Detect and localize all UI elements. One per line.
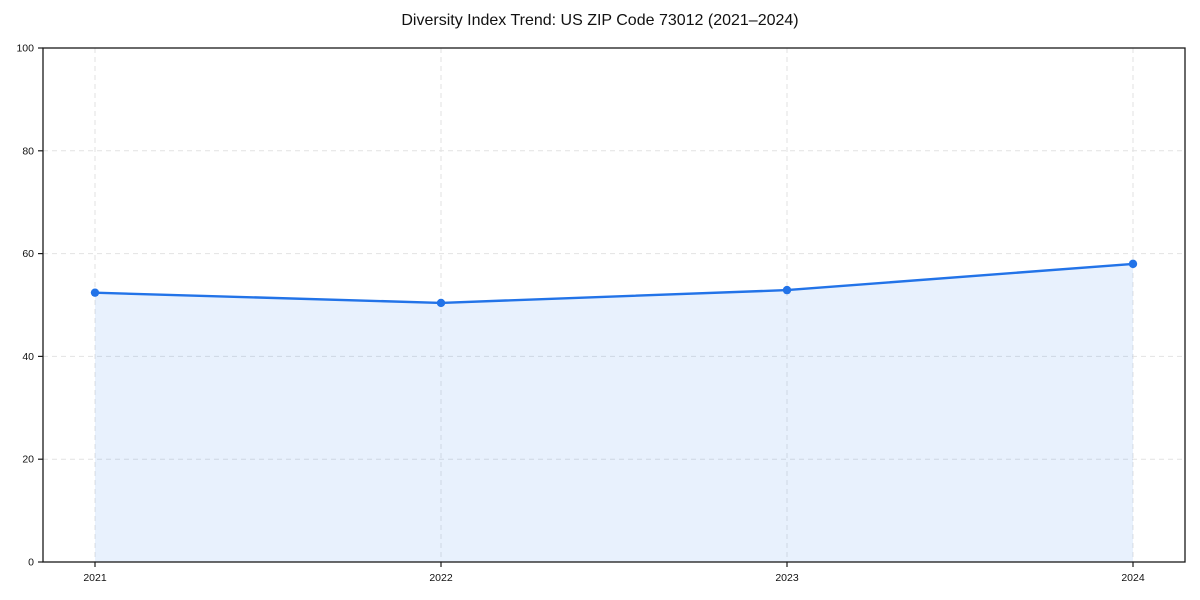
y-tick-label: 0 — [28, 557, 34, 569]
trend-line — [93, 262, 1135, 305]
data-point-marker — [436, 298, 446, 308]
y-tick-label: 40 — [22, 351, 34, 363]
data-point-marker — [90, 288, 100, 297]
x-tick-label: 2024 — [1121, 572, 1145, 584]
y-tick-label: 80 — [22, 145, 34, 157]
x-tick-label: 2022 — [429, 572, 453, 584]
y-tick-label: 100 — [16, 43, 34, 55]
y-tick-label: 60 — [22, 248, 34, 260]
chart-title: Diversity Index Trend: US ZIP Code 73012… — [401, 12, 799, 29]
x-tick-label: 2021 — [83, 572, 107, 584]
area-fill-group — [95, 263, 1133, 562]
axes-group: 0 20 40 60 80 100 2021 2022 2023 2024 — [16, 43, 1186, 584]
data-point-marker — [1128, 259, 1138, 269]
x-tick-label: 2023 — [775, 572, 799, 584]
plot-border — [42, 47, 1186, 563]
data-point-marker — [782, 285, 792, 295]
trend-line-group — [90, 259, 1138, 308]
y-tick-label: 20 — [22, 454, 34, 466]
area-fill — [95, 263, 1133, 562]
